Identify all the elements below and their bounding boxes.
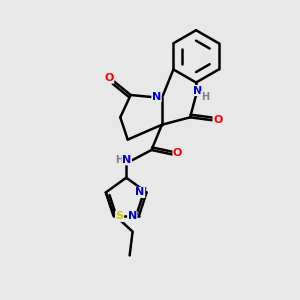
- Text: N: N: [193, 85, 202, 96]
- Text: H: H: [115, 155, 123, 165]
- Text: N: N: [152, 92, 161, 101]
- Text: H: H: [201, 92, 209, 101]
- Text: O: O: [213, 115, 223, 125]
- Text: O: O: [173, 148, 182, 158]
- Text: N: N: [122, 155, 131, 165]
- Text: O: O: [104, 73, 114, 83]
- Text: N: N: [128, 212, 137, 221]
- Text: N: N: [135, 188, 145, 197]
- Text: S: S: [116, 212, 124, 221]
